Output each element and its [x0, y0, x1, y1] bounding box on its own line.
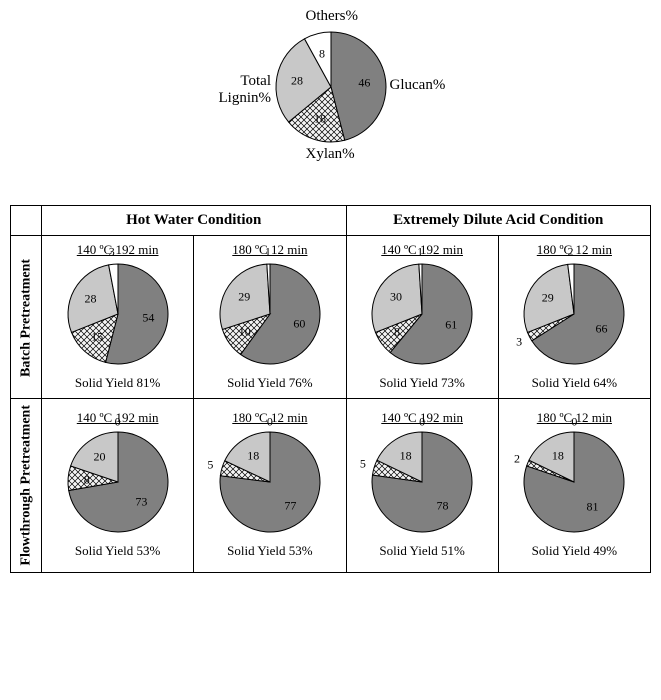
- slice-value: 61: [445, 317, 457, 332]
- cell-batch-da-c1: 140 ºC 192 min 618301 Solid Yield 73%: [346, 236, 498, 399]
- yield-label: Solid Yield 51%: [370, 543, 474, 559]
- row-label-batch: Batch Pretreatment: [11, 236, 42, 399]
- slice-value: 15: [91, 330, 103, 345]
- pie-batch-da-c1: 618301: [370, 262, 474, 366]
- slice-value: 73: [135, 495, 147, 510]
- slice-value: 60: [293, 316, 305, 331]
- slice-value: 54: [142, 310, 154, 325]
- cell-flow-da-c1: 140 ºC 192 min 785180 Solid Yield 51%: [346, 399, 498, 573]
- slice-value: 1: [417, 245, 423, 260]
- slice-value: 0: [115, 415, 121, 430]
- pie-flow-da-c2: 812180: [522, 430, 626, 534]
- top-pie-wrap: 4618288Glucan%Xylan%Total Lignin%Others%: [274, 30, 388, 144]
- slice-value: 5: [207, 457, 213, 472]
- slice-value: 8: [84, 472, 90, 487]
- category-label: Glucan%: [390, 77, 446, 94]
- yield-label: Solid Yield 49%: [522, 543, 626, 559]
- slice-value: 0: [267, 415, 273, 430]
- slice-value: 20: [94, 450, 106, 465]
- category-label: Xylan%: [306, 146, 355, 163]
- cell-flow-da-c2: 180 ºC 12 min 812180 Solid Yield 49%: [498, 399, 650, 573]
- slice-value: 8: [394, 325, 400, 340]
- corner-cell: [11, 206, 42, 236]
- pie-flow-hw-c2: 775180: [218, 430, 322, 534]
- slice-value: 18: [247, 449, 259, 464]
- slice-value: 28: [291, 73, 303, 88]
- slice-value: 29: [542, 291, 554, 306]
- cell-flow-hw-c2: 180 ºC 12 min 775180 Solid Yield 53%: [194, 399, 346, 573]
- slice-value: 18: [552, 449, 564, 464]
- slice-value: 18: [314, 112, 326, 127]
- yield-label: Solid Yield 81%: [66, 375, 170, 391]
- slice-value: 29: [238, 289, 250, 304]
- slice-value: 78: [436, 498, 448, 513]
- slice-value: 30: [390, 290, 402, 305]
- slice-value: 10: [239, 325, 251, 340]
- slice-value: 5: [360, 457, 366, 472]
- condition-label: 180 ºC 12 min: [522, 242, 626, 258]
- slice-value: 3: [109, 245, 115, 260]
- slice-value: 0: [571, 415, 577, 430]
- pie-batch-da-c2: 663292: [522, 262, 626, 366]
- slice-value: 66: [596, 321, 608, 336]
- cell-batch-hw-c1: 140 ºC 192 min 54 15 28 3 Solid Yield 81%: [42, 236, 194, 399]
- yield-label: Solid Yield 53%: [66, 543, 170, 559]
- slice-value: 3: [516, 335, 522, 350]
- yield-label: Solid Yield 64%: [522, 375, 626, 391]
- results-table: Hot Water Condition Extremely Dilute Aci…: [10, 205, 651, 573]
- yield-label: Solid Yield 76%: [218, 375, 322, 391]
- slice-value: 18: [400, 449, 412, 464]
- category-label: Total Lignin%: [219, 73, 272, 107]
- slice-value: 28: [84, 292, 96, 307]
- slice-value: 77: [284, 498, 296, 513]
- pie-batch-hw-c1: 5415283: [66, 262, 170, 366]
- slice-value: 8: [319, 46, 325, 61]
- pie-flow-hw-c1: 738200: [66, 430, 170, 534]
- header-dilute-acid: Extremely Dilute Acid Condition: [346, 206, 651, 236]
- cell-batch-hw-c2: 180 ºC 12 min 6010291 Solid Yield 76%: [194, 236, 346, 399]
- yield-label: Solid Yield 53%: [218, 543, 322, 559]
- slice-value: 46: [358, 75, 370, 90]
- pie-batch-hw-c2: 6010291: [218, 262, 322, 366]
- slice-value: 2: [514, 451, 520, 466]
- row-label-flow: Flowthrough Pretreatment: [11, 399, 42, 573]
- top-pie-section: 46 18 28 8 Glucan% Xylan% Total Lignin% Others%: [10, 10, 651, 190]
- slice-value: 2: [567, 245, 573, 260]
- condition-label: 140 ºC 192 min: [66, 242, 170, 258]
- header-hot-water: Hot Water Condition: [42, 206, 347, 236]
- yield-label: Solid Yield 73%: [370, 375, 474, 391]
- cell-flow-hw-c1: 140 ºC 192 min 738200 Solid Yield 53%: [42, 399, 194, 573]
- slice-value: 81: [586, 500, 598, 515]
- category-label: Others%: [306, 8, 359, 25]
- pie-flow-da-c1: 785180: [370, 430, 474, 534]
- cell-batch-da-c2: 180 ºC 12 min 663292 Solid Yield 64%: [498, 236, 650, 399]
- slice-value: 1: [265, 245, 271, 260]
- slice-value: 0: [419, 415, 425, 430]
